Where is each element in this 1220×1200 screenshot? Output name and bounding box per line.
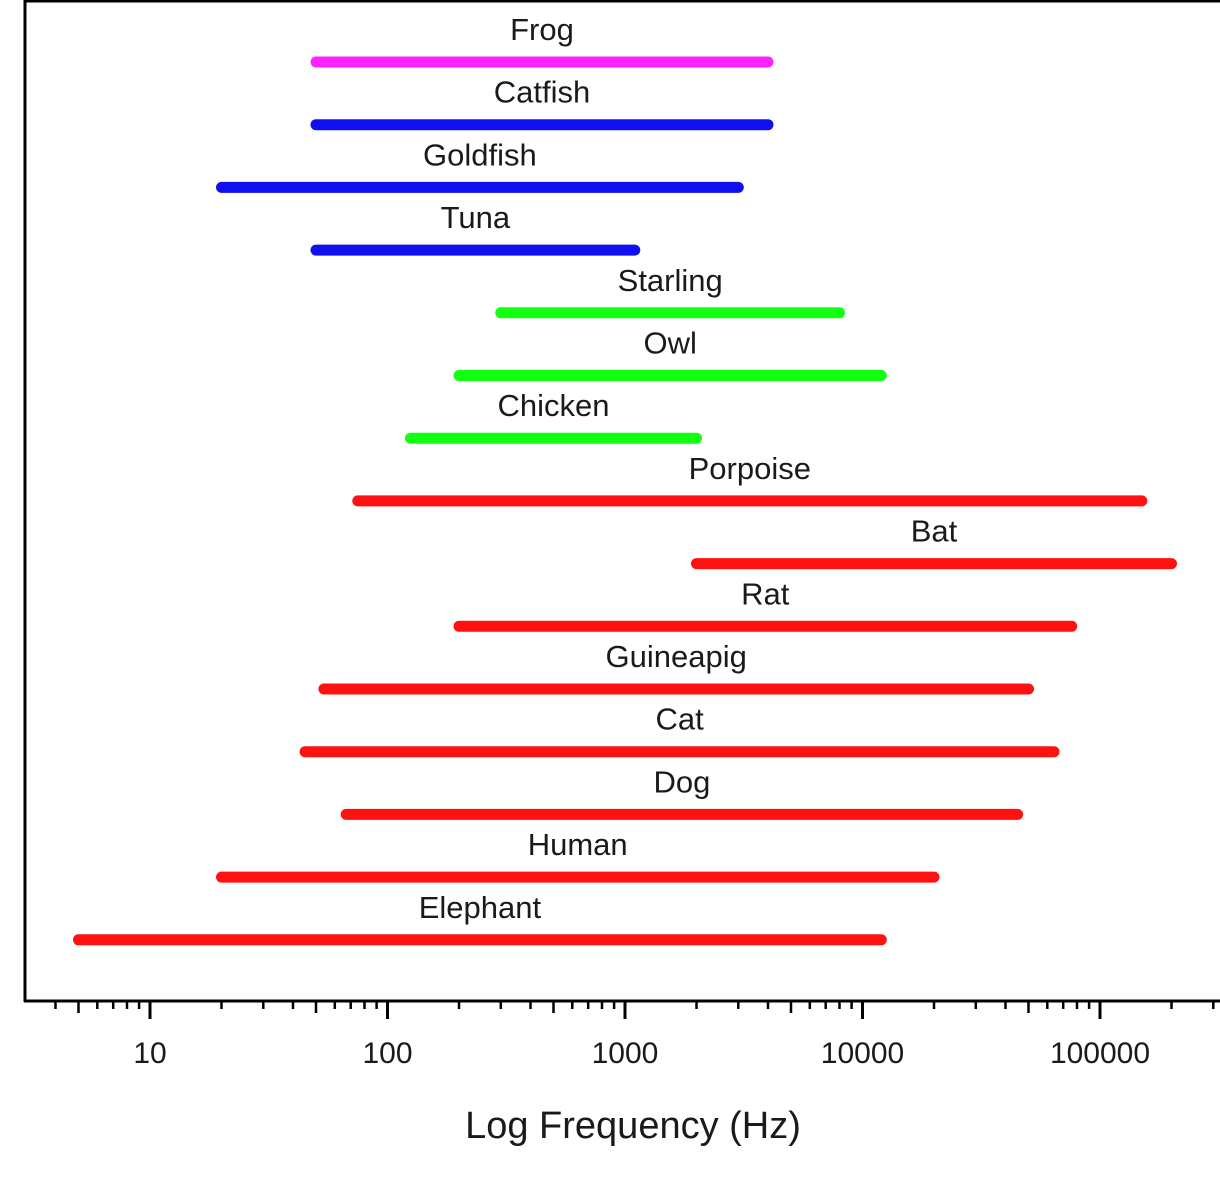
range-label-starling: Starling [618, 263, 723, 298]
x-axis-tick-labels: 10 100 1000 10000 100000 [133, 1037, 1150, 1070]
range-label-rat: Rat [741, 576, 790, 611]
x-axis-title: Log Frequency (Hz) [465, 1105, 801, 1147]
range-label-frog: Frog [510, 12, 574, 47]
x-tick-label: 1000 [592, 1037, 659, 1070]
range-labels: Frog Catfish Goldfish Tuna Starling Owl Chicke… [419, 12, 958, 925]
range-label-elephant: Elephant [419, 890, 542, 925]
range-label-catfish: Catfish [494, 75, 590, 110]
plot-frame [23, 0, 1220, 1003]
x-axis-ticks [54, 1001, 1215, 1019]
range-label-guineapig: Guineapig [606, 639, 747, 674]
range-label-porpoise: Porpoise [689, 451, 811, 486]
x-tick-label: 100 [362, 1037, 412, 1070]
x-tick-label: 10000 [821, 1037, 904, 1070]
range-label-chicken: Chicken [498, 388, 610, 423]
range-label-bat: Bat [911, 514, 958, 549]
range-bars [73, 56, 1177, 946]
x-tick-label: 100000 [1050, 1037, 1150, 1070]
range-label-human: Human [528, 827, 628, 862]
range-label-goldfish: Goldfish [423, 137, 537, 172]
range-label-tuna: Tuna [441, 200, 511, 235]
range-label-dog: Dog [653, 764, 710, 799]
range-label-owl: Owl [644, 326, 697, 361]
range-label-cat: Cat [655, 702, 704, 737]
x-tick-label: 10 [133, 1037, 166, 1070]
